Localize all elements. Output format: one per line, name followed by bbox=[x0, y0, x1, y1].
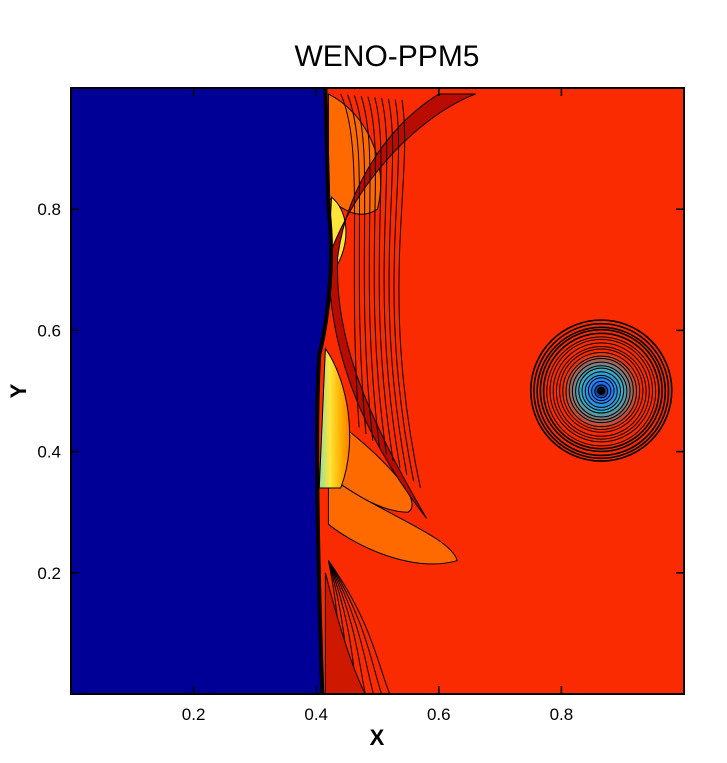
y-tick-label: 0.2 bbox=[37, 564, 61, 583]
plot-area bbox=[71, 88, 684, 694]
vortex-contour bbox=[552, 342, 650, 440]
reflected-shock-band bbox=[327, 93, 476, 519]
x-axis-ticks: 0.2 0.4 0.6 0.8 bbox=[182, 88, 573, 724]
vortex-contour bbox=[529, 319, 673, 462]
vortex-contour bbox=[555, 346, 647, 437]
vortex-contour bbox=[581, 371, 621, 411]
vortex-contour bbox=[575, 365, 628, 418]
contour-lobe bbox=[327, 474, 458, 565]
contour-line bbox=[393, 99, 415, 482]
vortex-contour bbox=[542, 332, 660, 450]
vortex-contour bbox=[565, 355, 637, 428]
vortex-contour bbox=[591, 380, 612, 402]
contour-line bbox=[328, 560, 383, 694]
y-tick-label: 0.4 bbox=[37, 443, 61, 462]
y-tick-label: 0.8 bbox=[37, 200, 61, 219]
contour-line bbox=[360, 95, 381, 448]
contour-line bbox=[328, 560, 391, 694]
vortex-contour bbox=[562, 352, 641, 430]
chart-title: WENO-PPM5 bbox=[294, 40, 479, 73]
vortex-contour bbox=[568, 358, 634, 424]
vortex-contour bbox=[559, 348, 644, 433]
y-tick-label: 0.6 bbox=[37, 321, 61, 340]
contour-line bbox=[328, 560, 366, 694]
shock-front-line bbox=[315, 88, 333, 694]
vortex-contour bbox=[578, 367, 625, 414]
vortex-contour bbox=[539, 328, 663, 453]
vortex-contour bbox=[587, 377, 615, 404]
x-tick-label: 0.4 bbox=[304, 705, 328, 724]
vortex-contour bbox=[571, 361, 631, 421]
x-axis-label: X bbox=[370, 725, 385, 750]
vortex-contour bbox=[536, 326, 667, 457]
contour-line bbox=[367, 96, 387, 455]
vortex bbox=[529, 319, 673, 462]
pre-shock-region bbox=[71, 88, 331, 694]
y-axis-ticks: 0.2 0.4 0.6 0.8 bbox=[37, 200, 684, 583]
contour-line bbox=[387, 98, 408, 475]
contour-line bbox=[347, 94, 367, 435]
contour-band bbox=[318, 347, 351, 489]
contour-line bbox=[353, 95, 374, 441]
contour-line bbox=[340, 93, 360, 428]
x-tick-label: 0.8 bbox=[550, 705, 574, 724]
x-tick-label: 0.2 bbox=[182, 705, 206, 724]
vortex-contour bbox=[584, 374, 618, 408]
contour-line bbox=[328, 560, 374, 694]
vortex-core bbox=[597, 387, 606, 395]
y-axis-label: Y bbox=[6, 383, 31, 398]
x-tick-label: 0.6 bbox=[427, 705, 451, 724]
vortex-contour bbox=[546, 336, 657, 447]
vortex-contour bbox=[594, 384, 609, 399]
plot-frame bbox=[70, 87, 685, 695]
vortex-contour bbox=[533, 322, 670, 460]
vortex-contour bbox=[549, 338, 654, 443]
contour-line bbox=[374, 97, 394, 462]
contour-line bbox=[398, 100, 421, 489]
contour-line bbox=[381, 97, 401, 468]
